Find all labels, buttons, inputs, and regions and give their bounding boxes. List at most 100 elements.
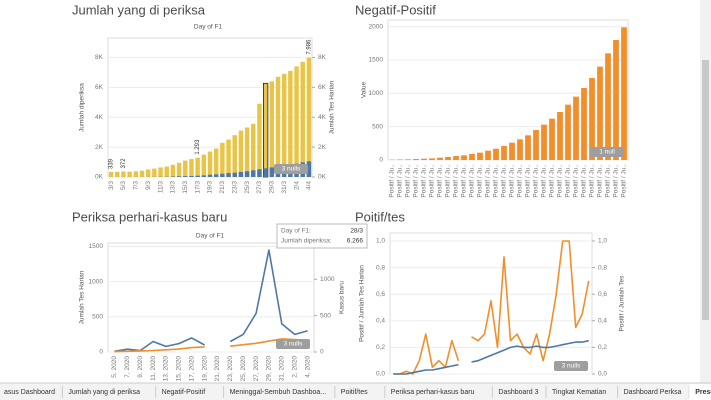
tab[interactable]: Meninggal-Sembuh Dashboa...	[230, 389, 327, 396]
x-tick-label: Positif / Ju..	[605, 164, 612, 198]
x-tick-label: Positif / Ju..	[413, 164, 420, 198]
x-tick-label: 17, 2020	[188, 356, 195, 382]
bar	[213, 174, 219, 177]
bar	[597, 66, 603, 160]
tab[interactable]: Negatif-Positif	[162, 389, 206, 396]
x-tick-label: Positif / Ju..	[453, 164, 460, 198]
bar	[565, 104, 571, 160]
y-tick-label: 1500	[89, 243, 104, 250]
x-tick-label: Positif / Ju..	[517, 164, 524, 198]
x-tick-label: Positif / Ju..	[405, 164, 412, 198]
x-tick-label: Positif / Ju..	[581, 164, 588, 198]
tab[interactable]: Dashboard Perksa	[624, 389, 682, 396]
chart-subtitle: Day of F1	[194, 24, 223, 31]
y2-tick-label: 0,2	[598, 344, 607, 351]
x-tick-label: Positif / Ju..	[589, 164, 596, 198]
tooltip-value: 6.266	[347, 238, 364, 245]
tab[interactable]: Jumlah yang di periksa	[68, 389, 140, 396]
tab[interactable]: Dashboard 3	[498, 389, 538, 396]
x-tick-label: 23, 2020	[227, 356, 234, 382]
y-tick-label: 8K	[95, 54, 104, 61]
y-tick-label: 1500	[369, 57, 384, 64]
null-badge[interactable]	[274, 164, 308, 174]
tab[interactable]: Tingkat Kematian	[552, 389, 606, 396]
null-badge[interactable]	[554, 361, 588, 371]
bar	[493, 148, 499, 160]
y2-axis-label: Kasus baru	[339, 281, 346, 314]
scroll-thumb[interactable]	[702, 60, 709, 320]
tab-active-bg[interactable]	[689, 384, 711, 400]
y-tick-label: 0	[99, 349, 103, 356]
x-tick-label: Positif / Ju..	[477, 164, 484, 198]
bar	[557, 112, 563, 160]
x-tick-label: Positif / Ju..	[437, 164, 444, 198]
y2-tick-label: 1000	[320, 276, 335, 283]
bar	[139, 170, 145, 177]
bar	[300, 61, 305, 177]
tab[interactable]: asus Dashboard	[4, 389, 55, 396]
bar	[226, 139, 231, 177]
chart-title: Negatif-Positif	[355, 2, 436, 17]
tab[interactable]: Periksa perhari-kasus baru	[391, 389, 475, 396]
bar	[207, 151, 213, 177]
bar	[263, 83, 268, 177]
x-tick-label: 25/3	[244, 181, 251, 194]
y-tick-label: 500	[372, 123, 383, 130]
chart-title: Jumlah yang di periksa	[72, 2, 206, 17]
bar	[115, 171, 120, 177]
x-tick-label: 15, 2020	[176, 356, 183, 382]
x-tick-label: 19, 2020	[201, 356, 208, 382]
y-axis-label: Value	[361, 82, 368, 99]
bar	[621, 27, 627, 161]
bar	[263, 168, 268, 177]
x-tick-label: 7/3	[133, 181, 140, 190]
x-tick-label: Positif / Ju..	[461, 164, 468, 198]
x-tick-label: 15/3	[182, 181, 189, 194]
bar	[517, 139, 523, 160]
bar	[469, 154, 475, 160]
y-tick-label: 0	[379, 157, 383, 164]
tooltip-key: Jumlah diperiksa:	[281, 238, 332, 245]
bar	[170, 164, 176, 177]
tab[interactable]: Poitif/tes	[341, 389, 368, 396]
bar	[485, 150, 491, 160]
y2-tick-label: 6K	[318, 84, 327, 91]
y2-tick-label: 2K	[318, 144, 327, 151]
y2-tick-label: 4K	[318, 114, 327, 121]
bar	[461, 155, 467, 160]
bar	[232, 172, 237, 177]
x-tick-label: Positif / Ju..	[573, 164, 580, 198]
bar	[581, 88, 587, 160]
bar	[152, 168, 157, 177]
value-label: 7.986	[306, 39, 312, 55]
bar	[533, 130, 539, 160]
bar	[232, 135, 237, 177]
bar	[541, 124, 547, 160]
x-tick-label: Positif / Ju..	[445, 164, 452, 198]
bar	[397, 159, 403, 160]
y-tick-label: 0,8	[376, 264, 385, 271]
bar	[605, 53, 611, 161]
bar	[201, 154, 207, 177]
x-tick-label: 7, 2020	[124, 356, 131, 378]
x-tick-label: 29/3	[269, 181, 276, 194]
bar	[238, 130, 244, 177]
bar	[413, 159, 419, 160]
y-tick-label: 4K	[95, 114, 104, 121]
y2-tick-label: 8K	[318, 54, 327, 61]
bar	[213, 148, 219, 177]
y2-axis-label: Jumlah Tes Harian	[329, 80, 336, 134]
x-tick-label: Positif / Ju..	[501, 164, 508, 198]
null-badge-text: 3 nulls	[282, 166, 302, 173]
value-label: 1.293	[195, 139, 201, 155]
null-badge[interactable]	[276, 339, 310, 349]
y2-tick-label: 0,6	[598, 291, 607, 298]
tab-active[interactable]: Presentasi	[695, 389, 711, 396]
y2-tick-label: 0,4	[598, 318, 607, 325]
y2-tick-label: 0	[320, 349, 324, 356]
null-badge-text: 1 null	[599, 149, 615, 156]
x-tick-label: Positif / Ju..	[469, 164, 476, 198]
null-badge[interactable]	[590, 147, 624, 157]
bar	[437, 157, 443, 160]
